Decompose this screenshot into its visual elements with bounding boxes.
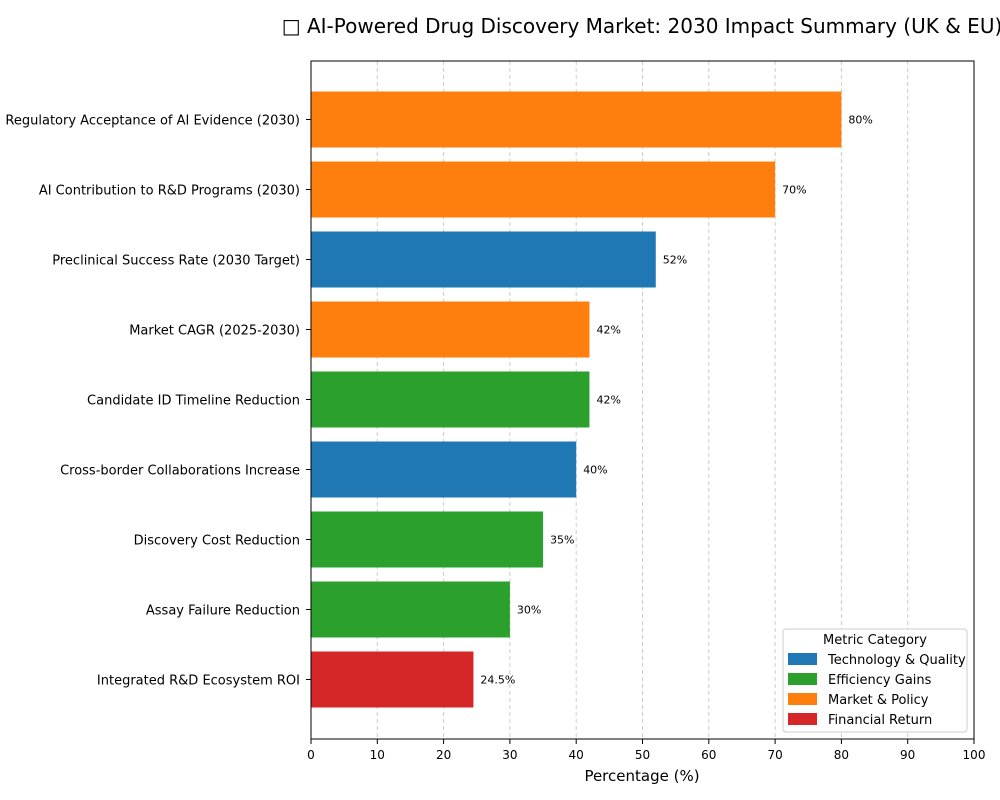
bar: [311, 91, 842, 148]
bar: [311, 231, 656, 288]
bar: [311, 511, 544, 568]
bar: [311, 301, 590, 358]
data-label: 30%: [517, 604, 541, 617]
data-label: 70%: [782, 184, 806, 197]
legend-swatch: [788, 693, 817, 705]
y-tick-label: Regulatory Acceptance of AI Evidence (20…: [5, 114, 300, 129]
chart-title: □ AI-Powered Drug Discovery Market: 2030…: [282, 14, 1000, 38]
y-tick-label: AI Contribution to R&D Programs (2030): [39, 184, 300, 199]
x-tick-label: 20: [436, 748, 451, 762]
y-axis-ticks: Regulatory Acceptance of AI Evidence (20…: [5, 114, 311, 689]
x-tick-label: 60: [701, 748, 716, 762]
y-tick-label: Integrated R&D Ecosystem ROI: [97, 674, 300, 689]
data-label: 42%: [596, 394, 620, 407]
bars: 80% 70% 52% 42% 42% 40% 35% 30% 24.5%: [311, 91, 873, 708]
x-tick-label: 100: [963, 748, 986, 762]
legend: Metric Category Technology & Quality Effic…: [782, 628, 968, 733]
data-label: 35%: [550, 534, 574, 547]
data-label: 42%: [596, 324, 620, 337]
x-tick-label: 10: [370, 748, 385, 762]
legend-title: Metric Category: [823, 633, 927, 648]
bar: [311, 581, 510, 638]
x-tick-label: 40: [569, 748, 584, 762]
x-tick-label: 80: [834, 748, 849, 762]
legend-label: Market & Policy: [828, 693, 929, 708]
x-axis-label: Percentage (%): [584, 767, 699, 785]
bar: [311, 161, 776, 218]
x-tick-label: 30: [502, 748, 517, 762]
legend-label: Technology & Quality: [827, 653, 966, 668]
bar: [311, 441, 577, 498]
legend-label: Efficiency Gains: [828, 673, 932, 688]
y-tick-label: Assay Failure Reduction: [146, 604, 300, 619]
data-label: 40%: [583, 464, 607, 477]
y-tick-label: Cross-border Collaborations Increase: [60, 464, 300, 479]
y-tick-label: Market CAGR (2025-2030): [129, 324, 300, 339]
data-label: 24.5%: [480, 674, 515, 687]
legend-swatch: [788, 673, 817, 685]
x-axis-ticks: 0 10 20 30 40 50 60 70 80 90 100: [307, 739, 985, 762]
data-label: 80%: [848, 114, 872, 127]
legend-label: Financial Return: [828, 713, 932, 728]
x-tick-label: 90: [900, 748, 915, 762]
bar: [311, 371, 590, 428]
data-label: 52%: [663, 254, 687, 267]
y-tick-label: Discovery Cost Reduction: [134, 534, 300, 549]
x-tick-label: 0: [307, 748, 315, 762]
x-tick-label: 50: [635, 748, 650, 762]
x-tick-label: 70: [767, 748, 782, 762]
legend-swatch: [788, 653, 817, 665]
legend-frame: [782, 628, 968, 733]
y-tick-label: Candidate ID Timeline Reduction: [87, 394, 300, 409]
y-tick-label: Preclinical Success Rate (2030 Target): [52, 254, 300, 269]
bar: [311, 651, 474, 708]
legend-swatch: [788, 713, 817, 725]
